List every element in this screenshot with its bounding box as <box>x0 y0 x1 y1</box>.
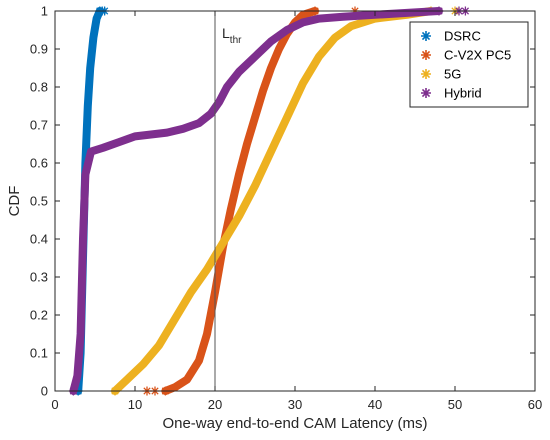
y-tick-label: 0.3 <box>30 270 48 285</box>
y-tick-label: 0.5 <box>30 194 48 209</box>
y-tick-label: 0.7 <box>30 118 48 133</box>
axis-layer: 0 10 20 30 40 50 60 0 0.1 0.2 0.3 0.4 0.5 0.6 0.7 0.8 0.… <box>30 4 542 413</box>
series-end-markers-c-v2x-pc5 <box>160 6 320 396</box>
x-tick-label: 10 <box>128 397 142 412</box>
series-line-5g <box>111 7 435 395</box>
y-tick-label: 0.1 <box>30 346 48 361</box>
y-tick-label: 1 <box>41 4 48 19</box>
x-tick-label: 30 <box>288 397 302 412</box>
y-tick-label: 0.9 <box>30 42 48 57</box>
y-tick-label: 0.8 <box>30 80 48 95</box>
x-tick-label: 40 <box>368 397 382 412</box>
x-tick-label: 20 <box>208 397 222 412</box>
y-tick-label: 0.6 <box>30 156 48 171</box>
x-tick-label: 50 <box>448 397 462 412</box>
series-end-markers-hybrid <box>68 6 444 396</box>
legend-marker-hybrid <box>421 88 431 98</box>
x-axis-title: One-way end-to-end CAM Latency (ms) <box>162 415 427 432</box>
legend-label-dsrc: DSRC <box>444 29 481 44</box>
y-axis-title: CDF <box>6 186 23 217</box>
series-line-hybrid <box>69 7 443 395</box>
threshold-layer: Lthr <box>214 11 242 391</box>
threshold-label: Lthr <box>222 25 242 46</box>
series-5g <box>110 6 460 396</box>
legend-marker-5g <box>421 69 431 79</box>
legend-label-c-v2x-pc5: C-V2X PC5 <box>444 48 511 63</box>
legend-label-5g: 5G <box>444 67 461 82</box>
legend-marker-c-v2x-pc5 <box>421 50 431 60</box>
legend: DSRC C-V2X PC5 5G Hybrid <box>409 21 529 108</box>
legend-marker-dsrc <box>421 31 431 41</box>
y-tick-label: 0.2 <box>30 308 48 323</box>
y-tick-label: 0.4 <box>30 232 48 247</box>
x-tick-label: 0 <box>51 397 58 412</box>
x-tick-label: 60 <box>528 397 542 412</box>
y-tick-label: 0 <box>41 384 48 399</box>
legend-label-hybrid: Hybrid <box>444 86 482 101</box>
